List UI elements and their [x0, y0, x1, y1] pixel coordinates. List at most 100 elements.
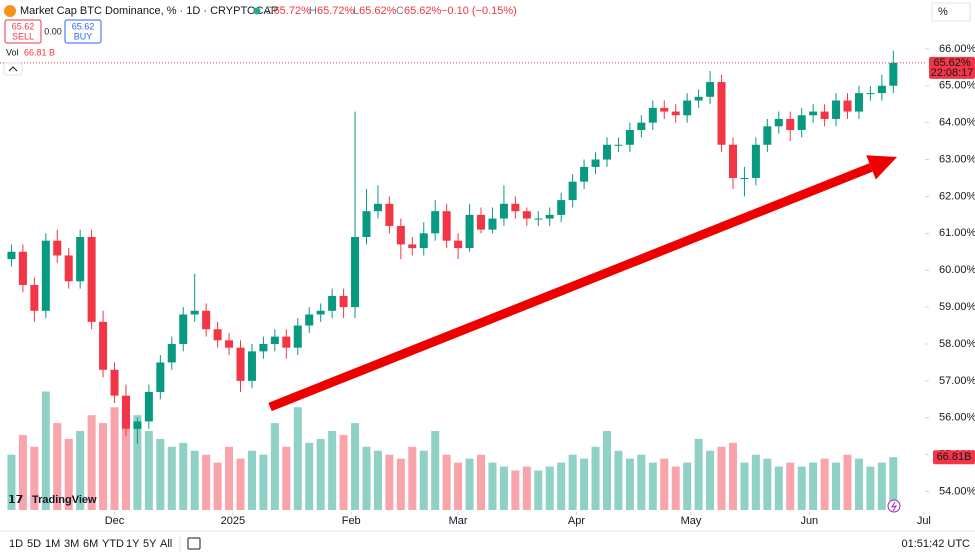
- ohlc-close: C65.62%: [396, 5, 441, 17]
- candle-body: [316, 310, 325, 315]
- candle-body: [247, 351, 256, 381]
- volume-bar: [465, 458, 474, 510]
- volume-bar: [167, 446, 176, 510]
- volume-bar: [511, 470, 520, 510]
- buy-button[interactable]: [64, 19, 102, 44]
- sell-label[interactable]: SELL: [12, 31, 34, 41]
- y-tick-label: 54.00%: [939, 485, 975, 497]
- volume-bar: [41, 391, 50, 510]
- range-button[interactable]: 3M: [64, 538, 79, 550]
- candle-body: [121, 395, 130, 429]
- candle-body: [18, 251, 27, 285]
- x-tick-label: May: [681, 515, 702, 527]
- calendar-icon[interactable]: [187, 537, 201, 550]
- volume-bar: [671, 466, 680, 510]
- volume-bar: [87, 415, 96, 510]
- volume-bar: [797, 466, 806, 510]
- candle-body: [671, 111, 680, 116]
- volume-bar: [442, 454, 451, 510]
- candle-body: [64, 255, 73, 282]
- volume-bar: [820, 458, 829, 510]
- volume-bar: [774, 466, 783, 510]
- volume-bar: [454, 462, 463, 510]
- candle-body: [797, 115, 806, 131]
- candle-body: [179, 314, 188, 344]
- volume-bar: [293, 407, 302, 510]
- range-button[interactable]: 1Y: [126, 538, 140, 550]
- candle-body: [614, 144, 623, 146]
- ohlc-open: O65.72%: [265, 5, 311, 17]
- candle-body: [7, 251, 16, 260]
- sell-price[interactable]: 65.62: [12, 21, 35, 31]
- volume-bar: [728, 442, 737, 510]
- volume-bar: [648, 462, 657, 510]
- volume-bar: [373, 450, 382, 510]
- x-tick-label: 2025: [221, 515, 245, 527]
- volume-bar: [706, 450, 715, 510]
- collapse-icon[interactable]: [8, 66, 18, 72]
- volume-bar: [866, 466, 875, 510]
- volume-bar: [351, 423, 360, 510]
- candle-body: [282, 336, 291, 348]
- candle-body: [408, 244, 417, 249]
- sell-button[interactable]: [4, 19, 42, 44]
- range-button[interactable]: All: [160, 538, 172, 550]
- candle-body: [373, 203, 382, 212]
- scale-button[interactable]: [931, 2, 971, 22]
- candle-body: [156, 362, 165, 392]
- range-button[interactable]: YTD: [102, 538, 124, 550]
- candle-body: [557, 200, 566, 215]
- candle-body: [328, 296, 337, 311]
- volume-bar: [568, 454, 577, 510]
- volume-bar: [110, 407, 119, 510]
- candle-body: [854, 93, 863, 112]
- volume-bar: [202, 454, 211, 510]
- range-button[interactable]: 5Y: [143, 538, 157, 550]
- volume-bar: [591, 446, 600, 510]
- volume-bar: [625, 458, 634, 510]
- volume-bar: [717, 446, 726, 510]
- candle-body: [362, 211, 371, 238]
- candle-body: [580, 166, 589, 182]
- candle-body: [339, 296, 348, 308]
- candle-body: [41, 240, 50, 311]
- volume-bar: [247, 450, 256, 510]
- candle-body: [763, 126, 772, 145]
- last-price-tag: [929, 56, 975, 79]
- candle-body: [625, 130, 634, 145]
- range-button[interactable]: 1M: [45, 538, 60, 550]
- candle-body: [454, 240, 463, 249]
- y-tick-label: 63.00%: [939, 153, 975, 165]
- candle-body: [213, 329, 222, 341]
- volume-tag-label: 66.81B: [937, 451, 972, 463]
- alert-bolt[interactable]: [890, 501, 898, 512]
- y-tick-label: 64.00%: [939, 117, 975, 129]
- candle-body: [351, 237, 360, 308]
- candle-body: [396, 225, 405, 245]
- volume-legend-value: 66.81 B: [24, 47, 55, 57]
- volume-bar: [213, 462, 222, 510]
- buy-price[interactable]: 65.62: [72, 21, 95, 31]
- scale-mode[interactable]: %: [938, 6, 948, 18]
- candle-body: [53, 240, 62, 256]
- candle-body: [717, 82, 726, 145]
- buy-label[interactable]: BUY: [74, 31, 93, 41]
- range-button[interactable]: 6M: [83, 538, 98, 550]
- brand-name: TradingView: [32, 494, 97, 506]
- volume-bar: [305, 442, 314, 510]
- x-tick-label: Mar: [449, 515, 468, 527]
- volume-bar: [144, 431, 153, 510]
- x-tick-label: Jun: [800, 515, 818, 527]
- collapse-button[interactable]: [3, 62, 23, 76]
- candle-body: [511, 203, 520, 212]
- candle-body: [293, 325, 302, 348]
- last-price-label: 65.62%: [933, 57, 971, 69]
- candle-body: [694, 96, 703, 101]
- range-button[interactable]: 1D: [9, 538, 23, 550]
- candle-body: [202, 310, 211, 330]
- volume-bar: [683, 462, 692, 510]
- volume-bar: [270, 423, 279, 510]
- volume-bar: [763, 458, 772, 510]
- range-button[interactable]: 5D: [27, 538, 41, 550]
